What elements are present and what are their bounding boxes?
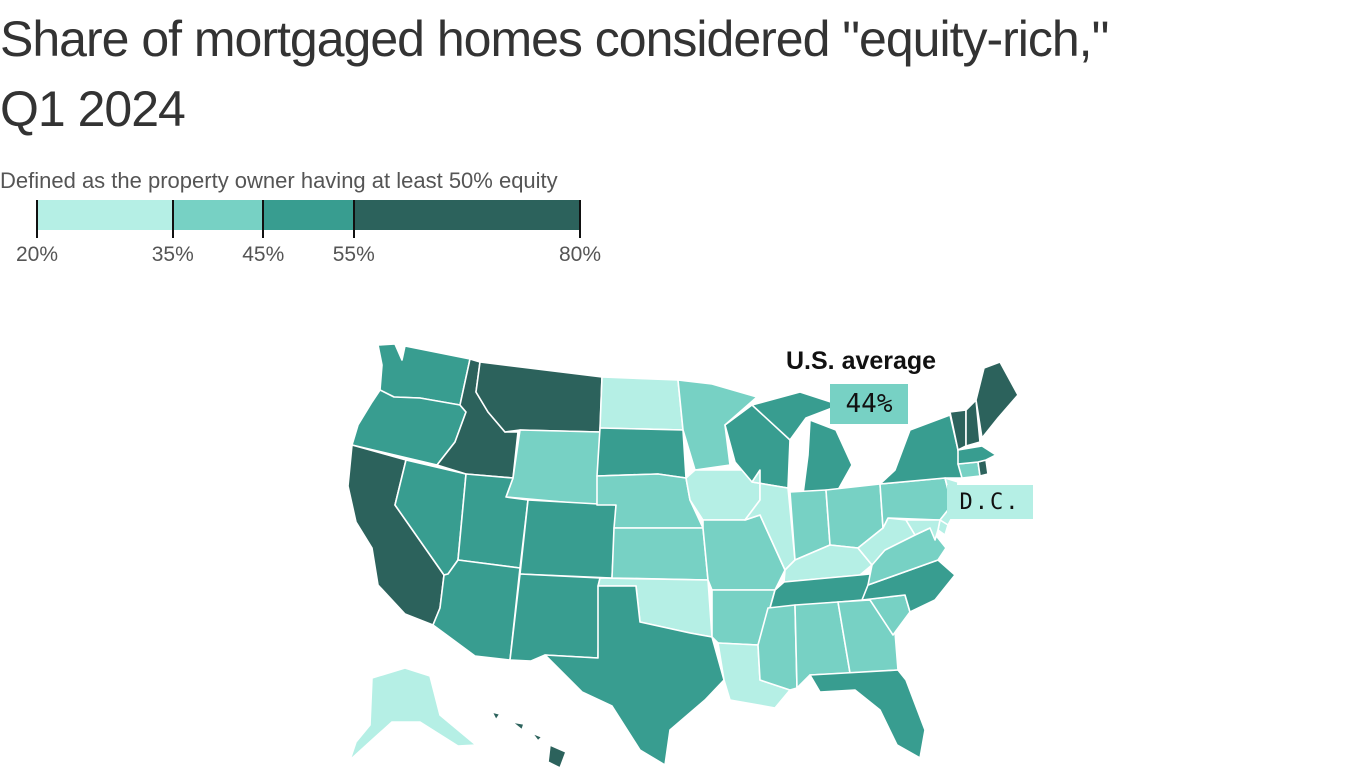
legend-swatch-2 — [172, 200, 264, 230]
legend-tick — [262, 200, 265, 238]
state-md — [905, 519, 941, 541]
color-legend: 20% 35% 45% 55% 80% — [0, 200, 620, 275]
state-sd — [596, 427, 687, 479]
legend-label: 55% — [332, 243, 375, 266]
legend-tick — [36, 200, 38, 238]
state-tx — [544, 585, 725, 766]
state-il — [744, 469, 796, 571]
us-average-heading: U.S. average — [786, 347, 937, 375]
legend-swatch-4 — [353, 200, 580, 230]
state-fl — [809, 669, 926, 759]
title-line-1: Share of mortgaged homes considered "equ… — [0, 11, 1109, 67]
legend-label: 35% — [151, 243, 194, 266]
state-az — [432, 559, 521, 661]
state-ny — [879, 414, 963, 485]
state-hi — [491, 711, 567, 768]
state-ma — [957, 445, 997, 465]
title-line-2: Q1 2024 — [0, 81, 186, 137]
legend-label: 45% — [242, 243, 285, 266]
chart-title: Share of mortgaged homes considered "equ… — [0, 4, 1340, 144]
state-wy — [505, 429, 601, 506]
state-mn — [677, 379, 758, 471]
us-choropleth-map — [347, 343, 1019, 768]
us-average-value: 44% — [830, 384, 908, 424]
legend-swatch-1 — [37, 200, 173, 230]
legend-tick — [171, 200, 174, 238]
legend-tick — [579, 200, 581, 238]
legend-label: 20% — [15, 243, 59, 266]
legend-tick — [352, 200, 355, 238]
state-me — [975, 361, 1019, 439]
state-ky — [783, 544, 873, 583]
legend-label: 80% — [558, 243, 602, 266]
dc-label: D.C. — [947, 485, 1033, 519]
legend-swatch-3 — [263, 200, 354, 230]
state-co — [519, 499, 617, 579]
state-nm — [509, 573, 601, 662]
chart-subtitle: Defined as the property owner having at … — [0, 168, 558, 193]
state-nd — [599, 376, 684, 431]
state-ak — [349, 667, 477, 761]
state-ks — [611, 527, 709, 581]
state-nh — [965, 399, 981, 447]
